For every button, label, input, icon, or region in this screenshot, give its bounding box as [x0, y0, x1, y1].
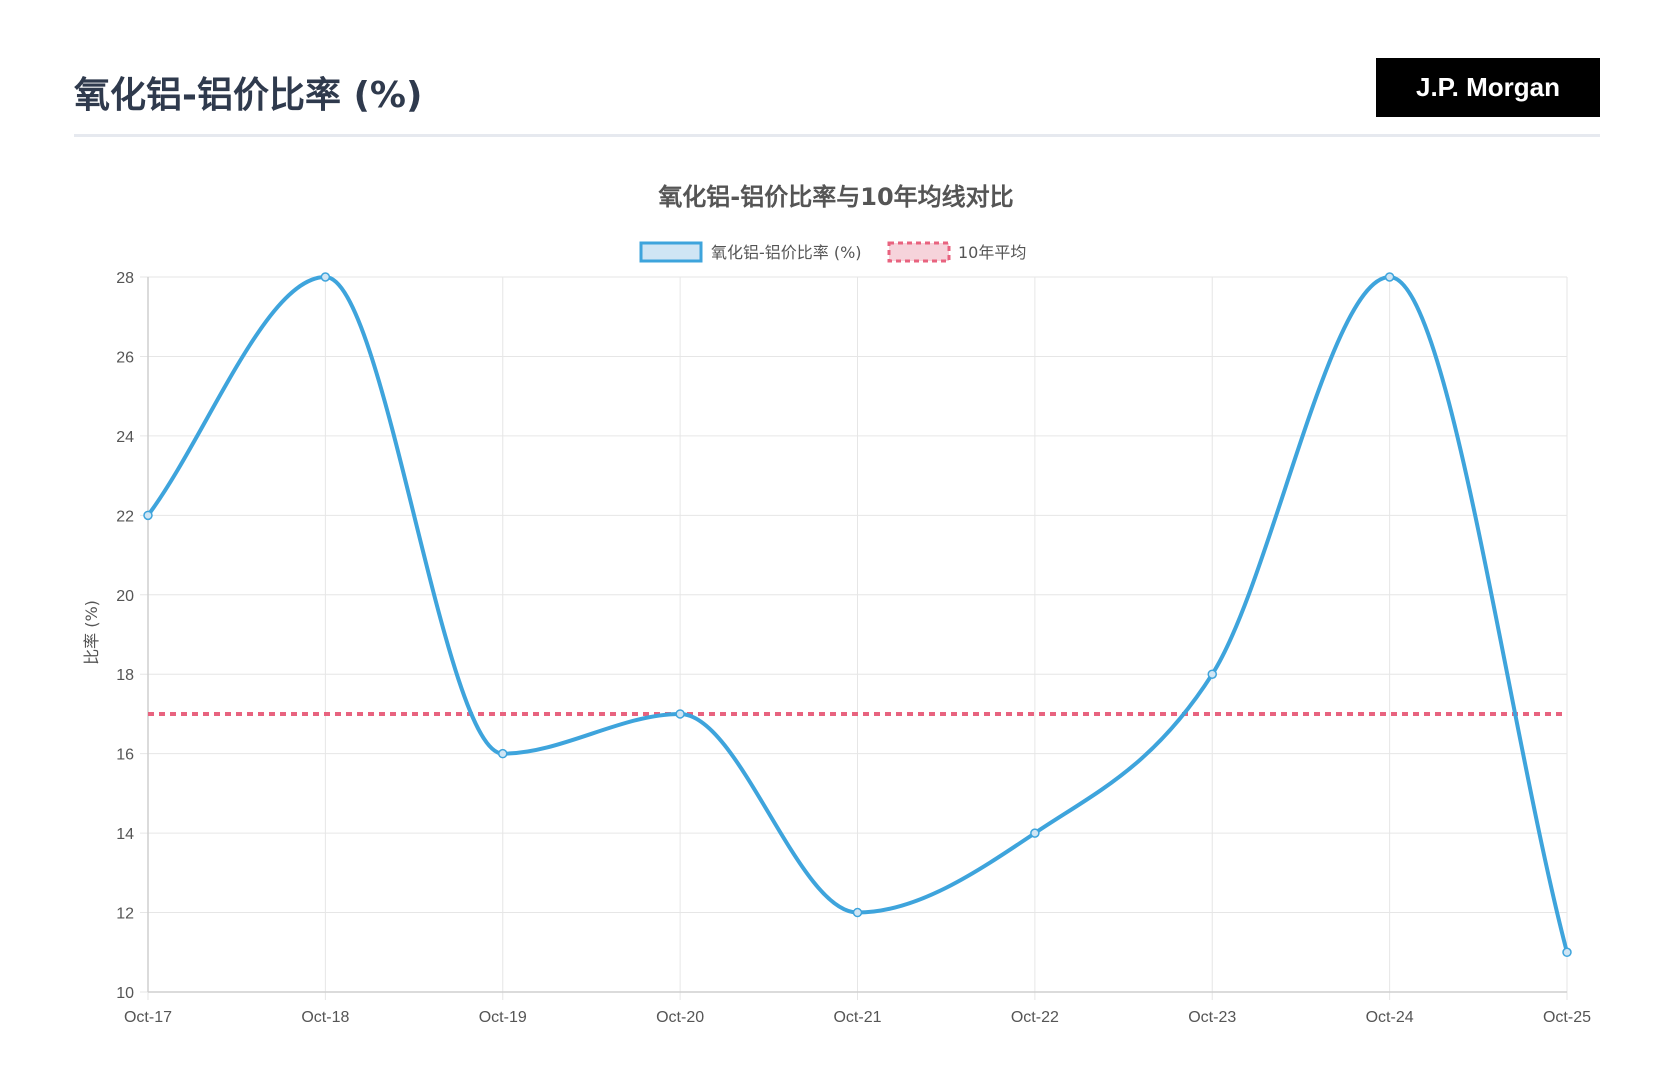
x-tick-label: Oct-21 [833, 1009, 881, 1026]
y-tick-label: 10 [116, 985, 134, 1002]
x-tick-label: Oct-25 [1543, 1009, 1591, 1026]
x-tick-label: Oct-24 [1366, 1009, 1414, 1026]
y-tick-label: 18 [116, 667, 134, 684]
y-axis-title: 比率 (%) [82, 600, 101, 665]
legend-label-ratio: 氧化铝-铝价比率 (%) [711, 243, 862, 262]
data-point-oct-21[interactable] [852, 907, 863, 918]
y-axis-ticks: 10 12 14 16 18 20 22 24 26 28 [116, 270, 134, 1002]
jp-morgan-logo: J.P. Morgan [1376, 58, 1600, 117]
x-tick-label: Oct-22 [1011, 1009, 1059, 1026]
y-tick-label: 26 [116, 349, 134, 366]
page-title: 氧化铝-铝价比率 (%) [74, 75, 423, 116]
x-tick-label: Oct-20 [656, 1009, 704, 1026]
y-tick-label: 20 [116, 588, 134, 605]
data-point-oct-20[interactable] [675, 709, 685, 719]
chart-title: 氧化铝-铝价比率与10年均线对比 [658, 183, 1013, 211]
data-point-oct-23[interactable] [1207, 669, 1217, 679]
y-tick-label: 24 [116, 429, 134, 446]
legend-swatch-average [887, 241, 951, 263]
data-point-oct-18[interactable] [320, 272, 331, 282]
series [143, 272, 1572, 958]
data-point-oct-22[interactable] [1030, 828, 1040, 838]
legend-label-average: 10年平均 [958, 243, 1026, 262]
y-tick-label: 12 [116, 906, 134, 923]
x-tick-label: Oct-18 [301, 1009, 349, 1026]
x-tick-label: Oct-23 [1188, 1009, 1236, 1026]
page-header: 氧化铝-铝价比率 (%) J.P. Morgan [74, 58, 1600, 137]
legend-item-average[interactable]: 10年平均 [887, 241, 1026, 263]
data-point-oct-24[interactable] [1384, 272, 1395, 282]
legend-item-ratio[interactable]: 氧化铝-铝价比率 (%) [639, 241, 862, 263]
grid [140, 276, 1568, 1000]
data-point-oct-19[interactable] [498, 748, 508, 759]
y-tick-label: 14 [116, 826, 134, 843]
legend: 氧化铝-铝价比率 (%) 10年平均 [639, 241, 1026, 263]
x-tick-label: Oct-19 [479, 1009, 527, 1026]
x-axis-ticks: Oct-17 Oct-18 Oct-19 Oct-20 Oct-21 Oct-22 Oct-… [124, 1009, 1591, 1026]
data-point-oct-25[interactable] [1562, 947, 1572, 958]
y-tick-label: 22 [116, 508, 134, 525]
y-tick-label: 16 [116, 747, 134, 764]
x-tick-label: Oct-17 [124, 1009, 172, 1026]
y-tick-label: 28 [116, 270, 134, 287]
legend-swatch-ratio [639, 241, 703, 263]
data-point-oct-17[interactable] [143, 510, 153, 521]
